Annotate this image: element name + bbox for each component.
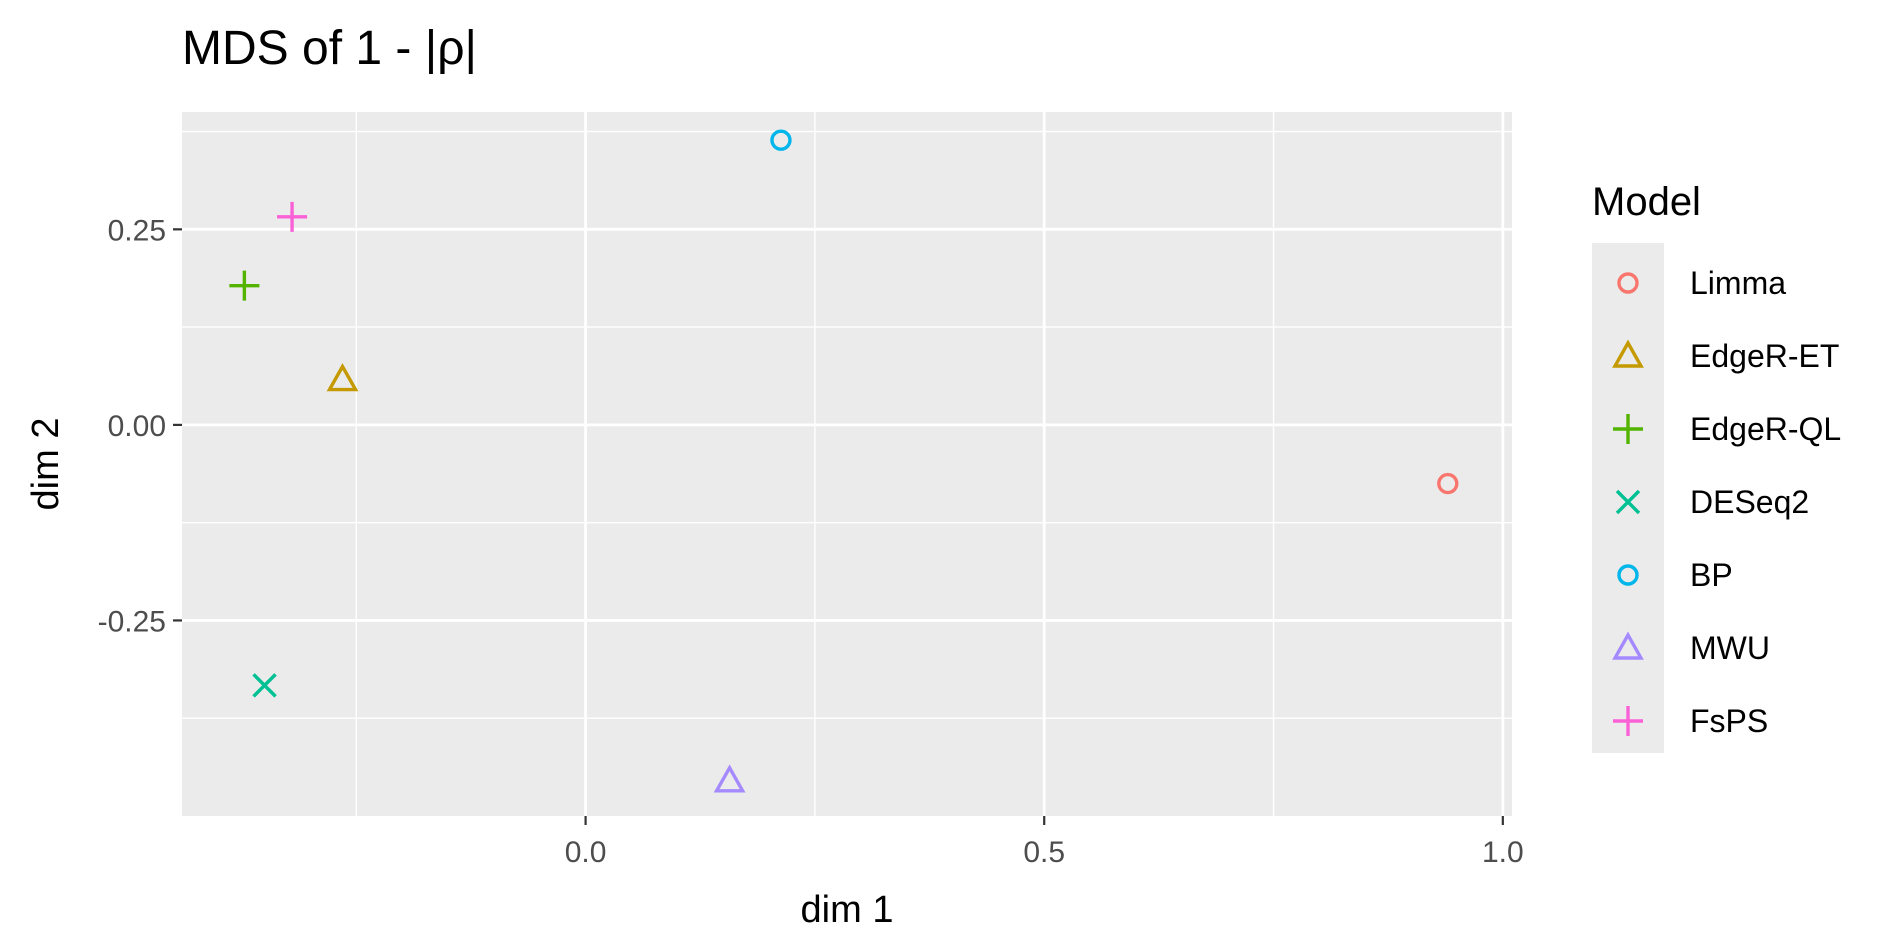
plot-panel bbox=[182, 112, 1512, 816]
point-fsps bbox=[277, 201, 308, 232]
legend-label-edger-et: EdgeR-ET bbox=[1690, 338, 1839, 374]
point-edger-ql bbox=[229, 270, 260, 301]
x-axis-title: dim 1 bbox=[801, 889, 894, 931]
legend: Model Limma EdgeR-ET EdgeR-QL DESeq2 BP MWU Fs… bbox=[1592, 180, 1841, 753]
grid-major bbox=[182, 112, 1512, 816]
legend-key-limma bbox=[1617, 272, 1639, 294]
legend-key-bp bbox=[1617, 564, 1639, 586]
x-tick-label: 0.5 bbox=[1023, 836, 1065, 869]
y-tick-label: 0.00 bbox=[108, 410, 166, 443]
legend-key-mwu bbox=[1612, 631, 1644, 660]
point-limma bbox=[1437, 472, 1459, 495]
legend-key-fsps bbox=[1613, 706, 1643, 736]
legend-label-edger-ql: EdgeR-QL bbox=[1690, 411, 1841, 447]
legend-key-deseq2 bbox=[1615, 489, 1641, 515]
chart-title: MDS of 1 - |ρ| bbox=[182, 22, 477, 75]
legend-key-edger-ql bbox=[1613, 414, 1643, 444]
legend-label-mwu: MWU bbox=[1690, 630, 1770, 666]
legend-key-background bbox=[1592, 243, 1664, 753]
legend-label-deseq2: DESeq2 bbox=[1690, 484, 1809, 520]
legend-label-bp: BP bbox=[1690, 557, 1733, 593]
x-tick-label: 1.0 bbox=[1482, 836, 1524, 869]
legend-title: Model bbox=[1592, 180, 1701, 224]
x-tick-label: 0.0 bbox=[565, 836, 607, 869]
point-edger-et bbox=[326, 363, 359, 392]
y-tick-label: 0.25 bbox=[108, 214, 166, 247]
legend-label-limma: Limma bbox=[1690, 265, 1786, 301]
legend-key-edger-et bbox=[1612, 339, 1644, 368]
y-axis-ticks: -0.25 0.00 0.25 bbox=[98, 214, 182, 638]
legend-label-fsps: FsPS bbox=[1690, 703, 1768, 739]
point-bp bbox=[770, 129, 792, 151]
point-deseq2 bbox=[252, 673, 277, 698]
point-mwu bbox=[713, 764, 746, 793]
legend-items: Limma EdgeR-ET EdgeR-QL DESeq2 BP MWU FsPS bbox=[1612, 265, 1841, 739]
data-points bbox=[229, 129, 1459, 793]
y-tick-label: -0.25 bbox=[98, 605, 166, 638]
x-axis-ticks: 0.0 0.5 1.0 bbox=[565, 816, 1524, 869]
y-axis-title: dim 2 bbox=[25, 418, 67, 511]
